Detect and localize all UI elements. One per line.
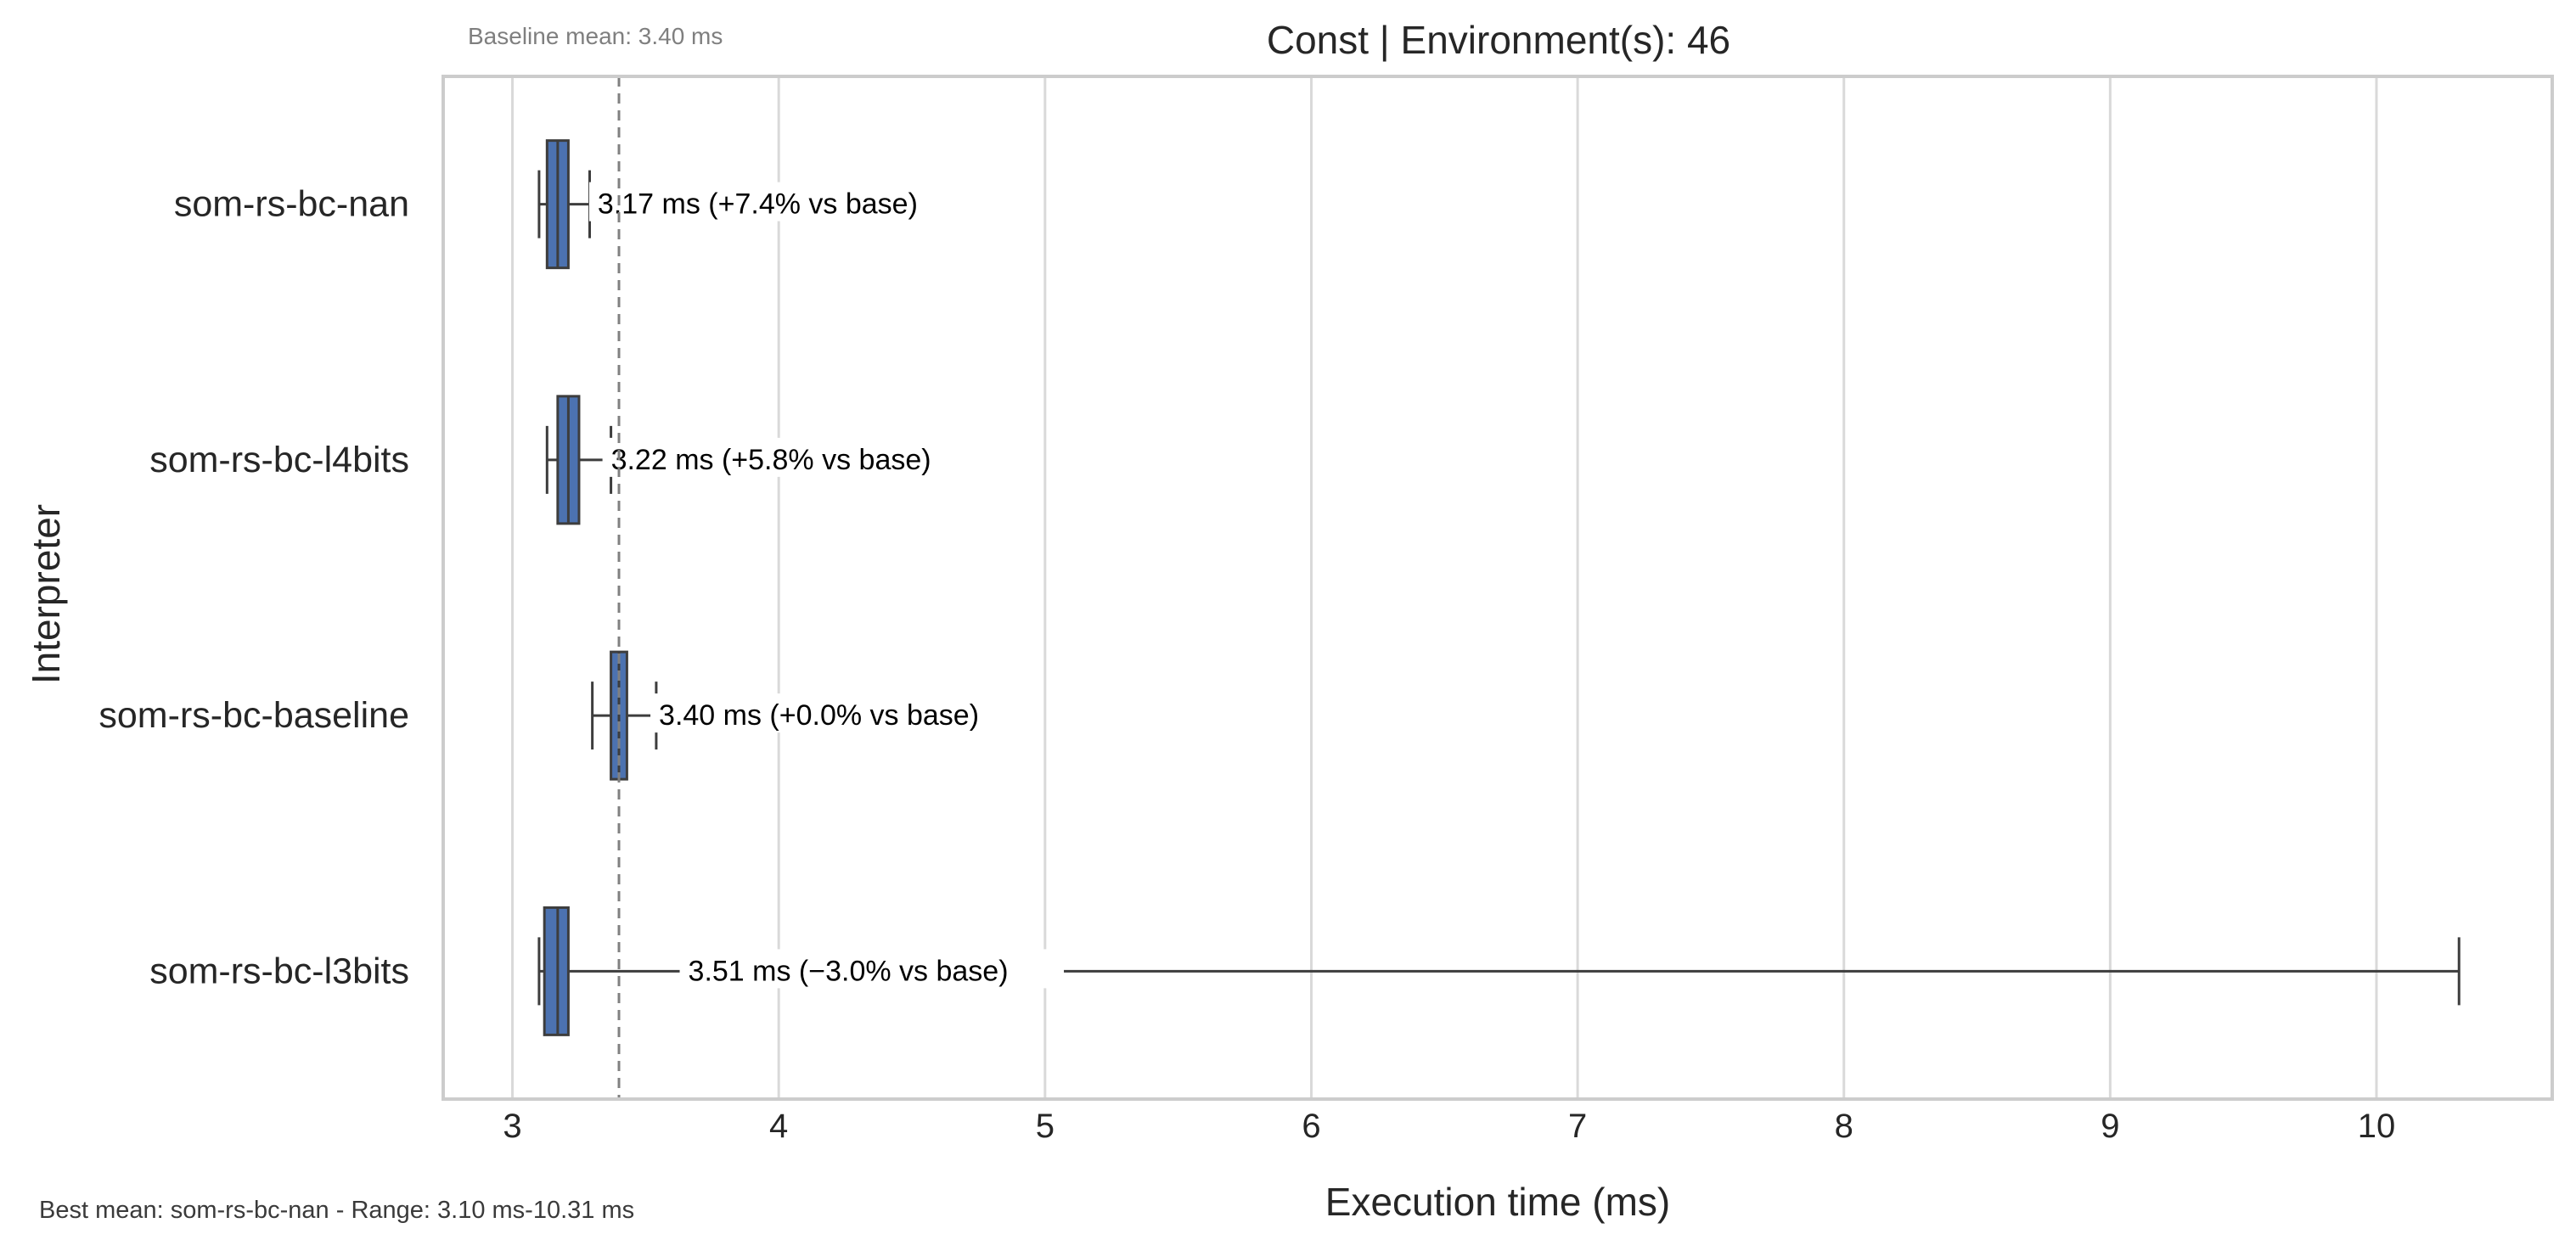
data-label: 3.40 ms (+0.0% vs base) [659,699,979,732]
x-tick-label: 4 [769,1108,788,1145]
data-label-background [602,437,987,477]
box-som-rs-bc-l4bits [545,395,613,525]
y-tick-label: som-rs-bc-l3bits [149,951,409,991]
boxes [537,139,2461,1036]
x-tick-label: 8 [1835,1108,1853,1145]
x-tick-label: 9 [2101,1108,2119,1145]
y-tick-label: som-rs-bc-baseline [98,695,409,736]
x-tick-label: 6 [1302,1108,1320,1145]
data-label: 3.51 ms (−3.0% vs base) [689,955,1009,987]
x-tick-label: 10 [2358,1108,2396,1145]
footer-note: Best mean: som-rs-bc-nan - Range: 3.10 m… [39,1197,634,1224]
box-labels: 3.17 ms (+7.4% vs base) 3.22 ms (+5.8% vs… [588,76,1065,1099]
chart-title: Const | Environment(s): 46 [1267,18,1730,62]
y-axis-label: Interpreter [24,504,68,684]
data-label: 3.22 ms (+5.8% vs base) [611,444,931,476]
plot-frame [442,75,2554,1101]
x-tick-label: 3 [503,1108,521,1145]
x-tick-label: 7 [1568,1108,1587,1145]
x-tick-labels: 3 4 5 6 7 8 9 10 [503,1108,2395,1145]
box-iqr [543,906,570,1036]
box-som-rs-bc-baseline [591,650,658,781]
box-som-rs-bc-nan [537,139,591,270]
data-label-background [650,693,1035,733]
baseline-note: Baseline mean: 3.40 ms [468,23,723,49]
y-tick-label: som-rs-bc-l4bits [149,440,409,480]
x-axis-label: Execution time (ms) [1325,1180,1670,1224]
data-label-background [679,949,1065,989]
y-tick-label: som-rs-bc-nan [174,184,409,225]
x-tick-label: 5 [1036,1108,1055,1145]
gridlines [511,76,2378,1099]
data-label-background [588,182,974,222]
y-tick-labels: som-rs-bc-nan som-rs-bc-l4bits som-rs-bc-b… [98,184,409,992]
data-label: 3.17 ms (+7.4% vs base) [598,188,918,221]
